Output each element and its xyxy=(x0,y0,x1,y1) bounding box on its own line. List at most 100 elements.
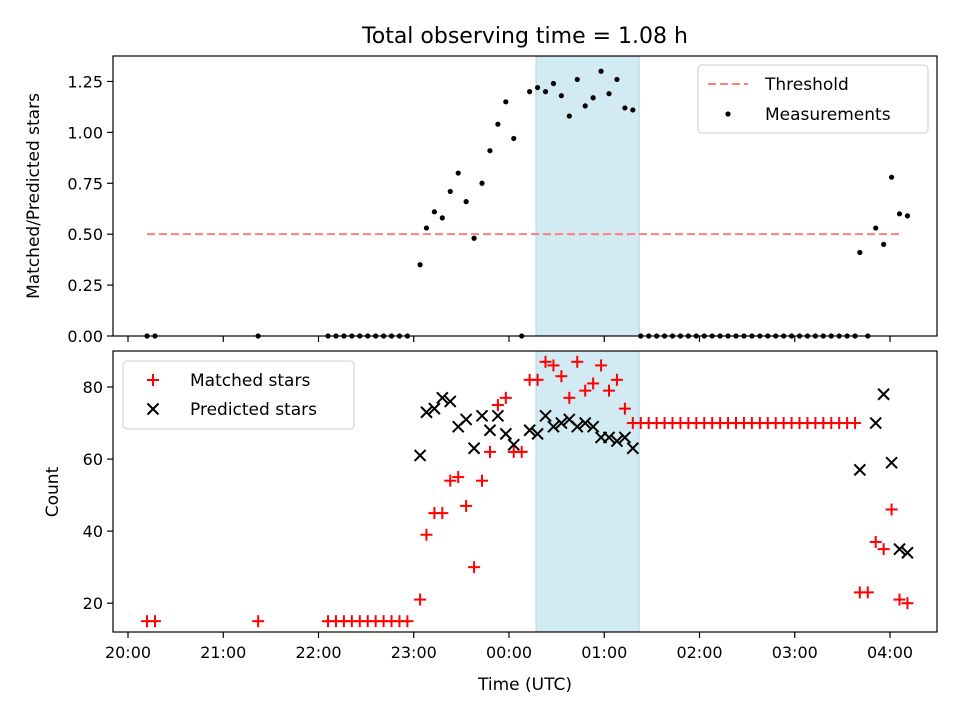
bottom-y-ticks: 20 40 60 80 xyxy=(83,378,113,613)
legend-measurement-label: Measurements xyxy=(765,105,891,125)
predicted-star-marker xyxy=(626,442,640,455)
predicted-star-marker xyxy=(901,546,914,559)
y-tick-label: 0.75 xyxy=(67,174,103,193)
measurement-point xyxy=(888,174,895,180)
y-tick-label: 80 xyxy=(83,378,103,397)
measurement-point xyxy=(431,209,437,215)
bottom-panel: 20 40 60 80 20:00 21:00 22:00 23:00 00:00 01:00 0… xyxy=(43,350,938,695)
predicted-star-marker xyxy=(436,391,449,405)
x-tick-label: 20:00 xyxy=(105,643,151,662)
measurement-point xyxy=(471,235,477,241)
predicted-star-marker xyxy=(420,406,433,419)
measurement-point xyxy=(479,180,485,186)
predicted-star-marker xyxy=(459,413,473,426)
predicted-star-marker xyxy=(555,416,568,430)
bottom-x-ticks: 20:00 21:00 22:00 23:00 00:00 01:00 02:00 03:00… xyxy=(105,632,913,662)
legend-predicted-swatch xyxy=(146,402,160,416)
predicted-star-marker xyxy=(428,402,441,415)
measurement-point xyxy=(463,199,469,205)
measurement-point xyxy=(527,89,533,95)
predicted-star-marker xyxy=(869,416,882,430)
measurement-point xyxy=(423,225,430,231)
predicted-star-marker xyxy=(523,424,536,437)
legend-measurement-swatch xyxy=(725,111,731,117)
x-tick-label: 00:00 xyxy=(486,643,532,662)
bottom-y-axis-label: Count xyxy=(43,466,63,517)
top-x-ticks xyxy=(127,336,891,342)
shaded-interval-band xyxy=(535,350,640,633)
measurement-point xyxy=(857,249,863,256)
predicted-star-marker xyxy=(547,420,560,433)
y-tick-label: 20 xyxy=(83,594,103,613)
x-tick-label: 23:00 xyxy=(391,643,437,662)
predicted-star-marker xyxy=(475,409,489,423)
bottom-legend: Matched stars Predicted stars xyxy=(122,360,355,430)
measurement-point xyxy=(582,103,588,109)
predicted-star-marker xyxy=(586,420,600,433)
measurement-point xyxy=(881,241,887,247)
x-tick-label: 04:00 xyxy=(867,643,913,662)
top-shaded-interval xyxy=(535,55,640,337)
predicted-star-marker xyxy=(499,427,513,441)
y-tick-label: 0.25 xyxy=(67,276,103,295)
measurement-point xyxy=(511,135,517,142)
x-axis-label: Time (UTC) xyxy=(477,675,572,695)
measurement-point xyxy=(455,170,461,176)
predicted-star-marker xyxy=(893,542,906,556)
measurement-point xyxy=(542,89,549,95)
top-y-axis-label: Matched/Predicted stars xyxy=(24,93,44,299)
top-axes-frame xyxy=(112,55,938,337)
y-tick-label: 0.00 xyxy=(67,327,103,346)
bottom-shaded-interval xyxy=(535,350,640,633)
y-tick-label: 0.50 xyxy=(67,225,103,244)
measurement-point xyxy=(630,107,636,113)
measurement-point xyxy=(487,148,493,154)
measurement-point xyxy=(439,215,445,221)
x-tick-label: 03:00 xyxy=(772,643,818,662)
y-tick-label: 1.00 xyxy=(67,123,103,142)
measurement-point xyxy=(417,262,423,268)
measurement-point xyxy=(534,84,541,91)
predicted-star-marker xyxy=(483,424,497,437)
top-legend: Threshold Measurements xyxy=(697,64,929,134)
shaded-interval-band xyxy=(535,55,640,337)
predicted-star-marker xyxy=(853,463,867,477)
measurement-point xyxy=(598,68,604,74)
legend-matched-label: Matched stars xyxy=(190,371,310,391)
predicted-star-marker xyxy=(507,438,520,451)
measurement-point xyxy=(447,188,453,195)
bottom-count-points xyxy=(141,355,914,628)
legend-box xyxy=(697,64,929,134)
predicted-star-marker xyxy=(413,449,427,462)
figure-title: Total observing time = 1.08 h xyxy=(361,24,688,49)
measurement-point xyxy=(896,211,903,217)
predicted-star-marker xyxy=(618,431,632,444)
predicted-star-marker xyxy=(467,442,481,455)
measurement-point xyxy=(574,76,580,83)
legend-threshold-label: Threshold xyxy=(764,75,849,95)
measurement-point xyxy=(606,91,612,97)
legend-predicted-label: Predicted stars xyxy=(190,400,317,420)
x-tick-label: 22:00 xyxy=(295,643,341,662)
predicted-star-marker xyxy=(877,388,890,401)
measurement-point xyxy=(495,121,501,127)
measurement-point xyxy=(873,225,879,231)
predicted-star-marker xyxy=(539,409,552,423)
y-tick-label: 60 xyxy=(83,450,103,469)
predicted-star-marker xyxy=(610,434,624,448)
measurement-point xyxy=(622,105,628,111)
x-tick-label: 01:00 xyxy=(581,643,627,662)
legend-box xyxy=(122,360,355,430)
predicted-star-marker xyxy=(563,413,576,426)
measurement-point xyxy=(503,99,509,105)
predicted-star-marker xyxy=(578,416,592,430)
predicted-star-marker xyxy=(444,395,457,408)
measurement-point xyxy=(904,213,911,219)
measurement-point xyxy=(558,93,564,99)
measurement-point xyxy=(550,80,557,87)
top-measurement-points xyxy=(144,68,911,339)
predicted-star-marker xyxy=(531,427,544,441)
bottom-axes-frame xyxy=(112,350,938,633)
